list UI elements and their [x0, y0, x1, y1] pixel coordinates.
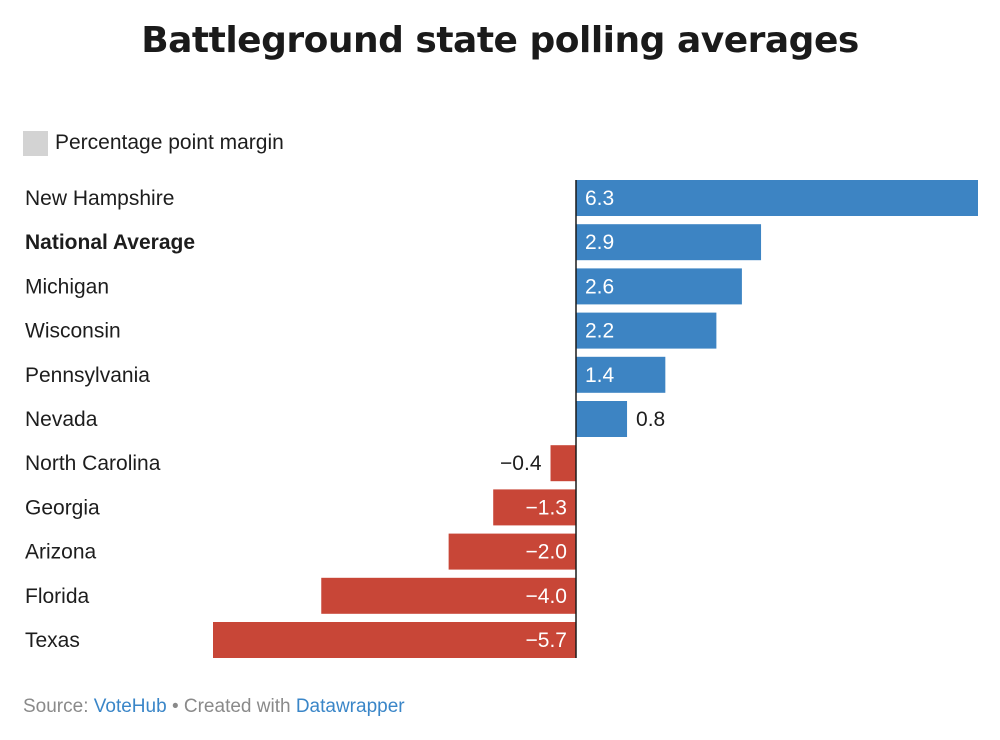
bar — [576, 356, 666, 393]
value-label: 2.2 — [585, 320, 614, 343]
legend: Percentage point margin — [23, 129, 284, 157]
bar — [576, 180, 978, 216]
category-label: Michigan — [25, 275, 109, 298]
legend-swatch — [23, 130, 48, 156]
bar-chart: New Hampshire 6.3 National Average 2.9 Michi… — [25, 180, 978, 658]
bar — [213, 622, 576, 658]
bar — [576, 312, 717, 349]
value-label: −1.3 — [526, 496, 567, 519]
chart-title: Battleground state polling averages — [141, 20, 859, 61]
category-label: Georgia — [25, 496, 100, 519]
bar — [576, 224, 762, 261]
value-label: 2.6 — [585, 275, 614, 298]
created-with-text: • Created with — [166, 696, 296, 717]
source-link[interactable]: VoteHub — [93, 696, 167, 717]
category-label: Nevada — [25, 408, 98, 431]
category-label: North Carolina — [25, 452, 161, 475]
source-prefix: Source: — [23, 696, 94, 717]
value-label: 0.8 — [636, 408, 665, 431]
category-label: Arizona — [25, 541, 97, 564]
bar — [550, 445, 576, 482]
category-label: Wisconsin — [25, 320, 121, 343]
datawrapper-link[interactable]: Datawrapper — [295, 696, 405, 717]
legend-label: Percentage point margin — [55, 131, 284, 154]
category-label: Pennsylvania — [25, 364, 150, 387]
value-label: 1.4 — [585, 364, 615, 387]
category-label: Florida — [25, 585, 90, 608]
value-label: 2.9 — [585, 231, 614, 254]
value-label: −0.4 — [500, 452, 542, 475]
bar — [448, 533, 576, 570]
value-label: −4.0 — [526, 585, 567, 608]
category-label: New Hampshire — [25, 187, 174, 210]
bar — [576, 268, 742, 305]
bar — [576, 401, 628, 437]
value-label: −2.0 — [526, 541, 567, 564]
value-label: 6.3 — [585, 187, 614, 210]
value-label: −5.7 — [526, 629, 567, 652]
category-label: Texas — [25, 629, 80, 652]
bar — [493, 489, 576, 526]
bar — [321, 577, 576, 614]
footer: Source: VoteHub • Created with Datawrapp… — [23, 696, 405, 718]
category-label: National Average — [25, 231, 195, 254]
